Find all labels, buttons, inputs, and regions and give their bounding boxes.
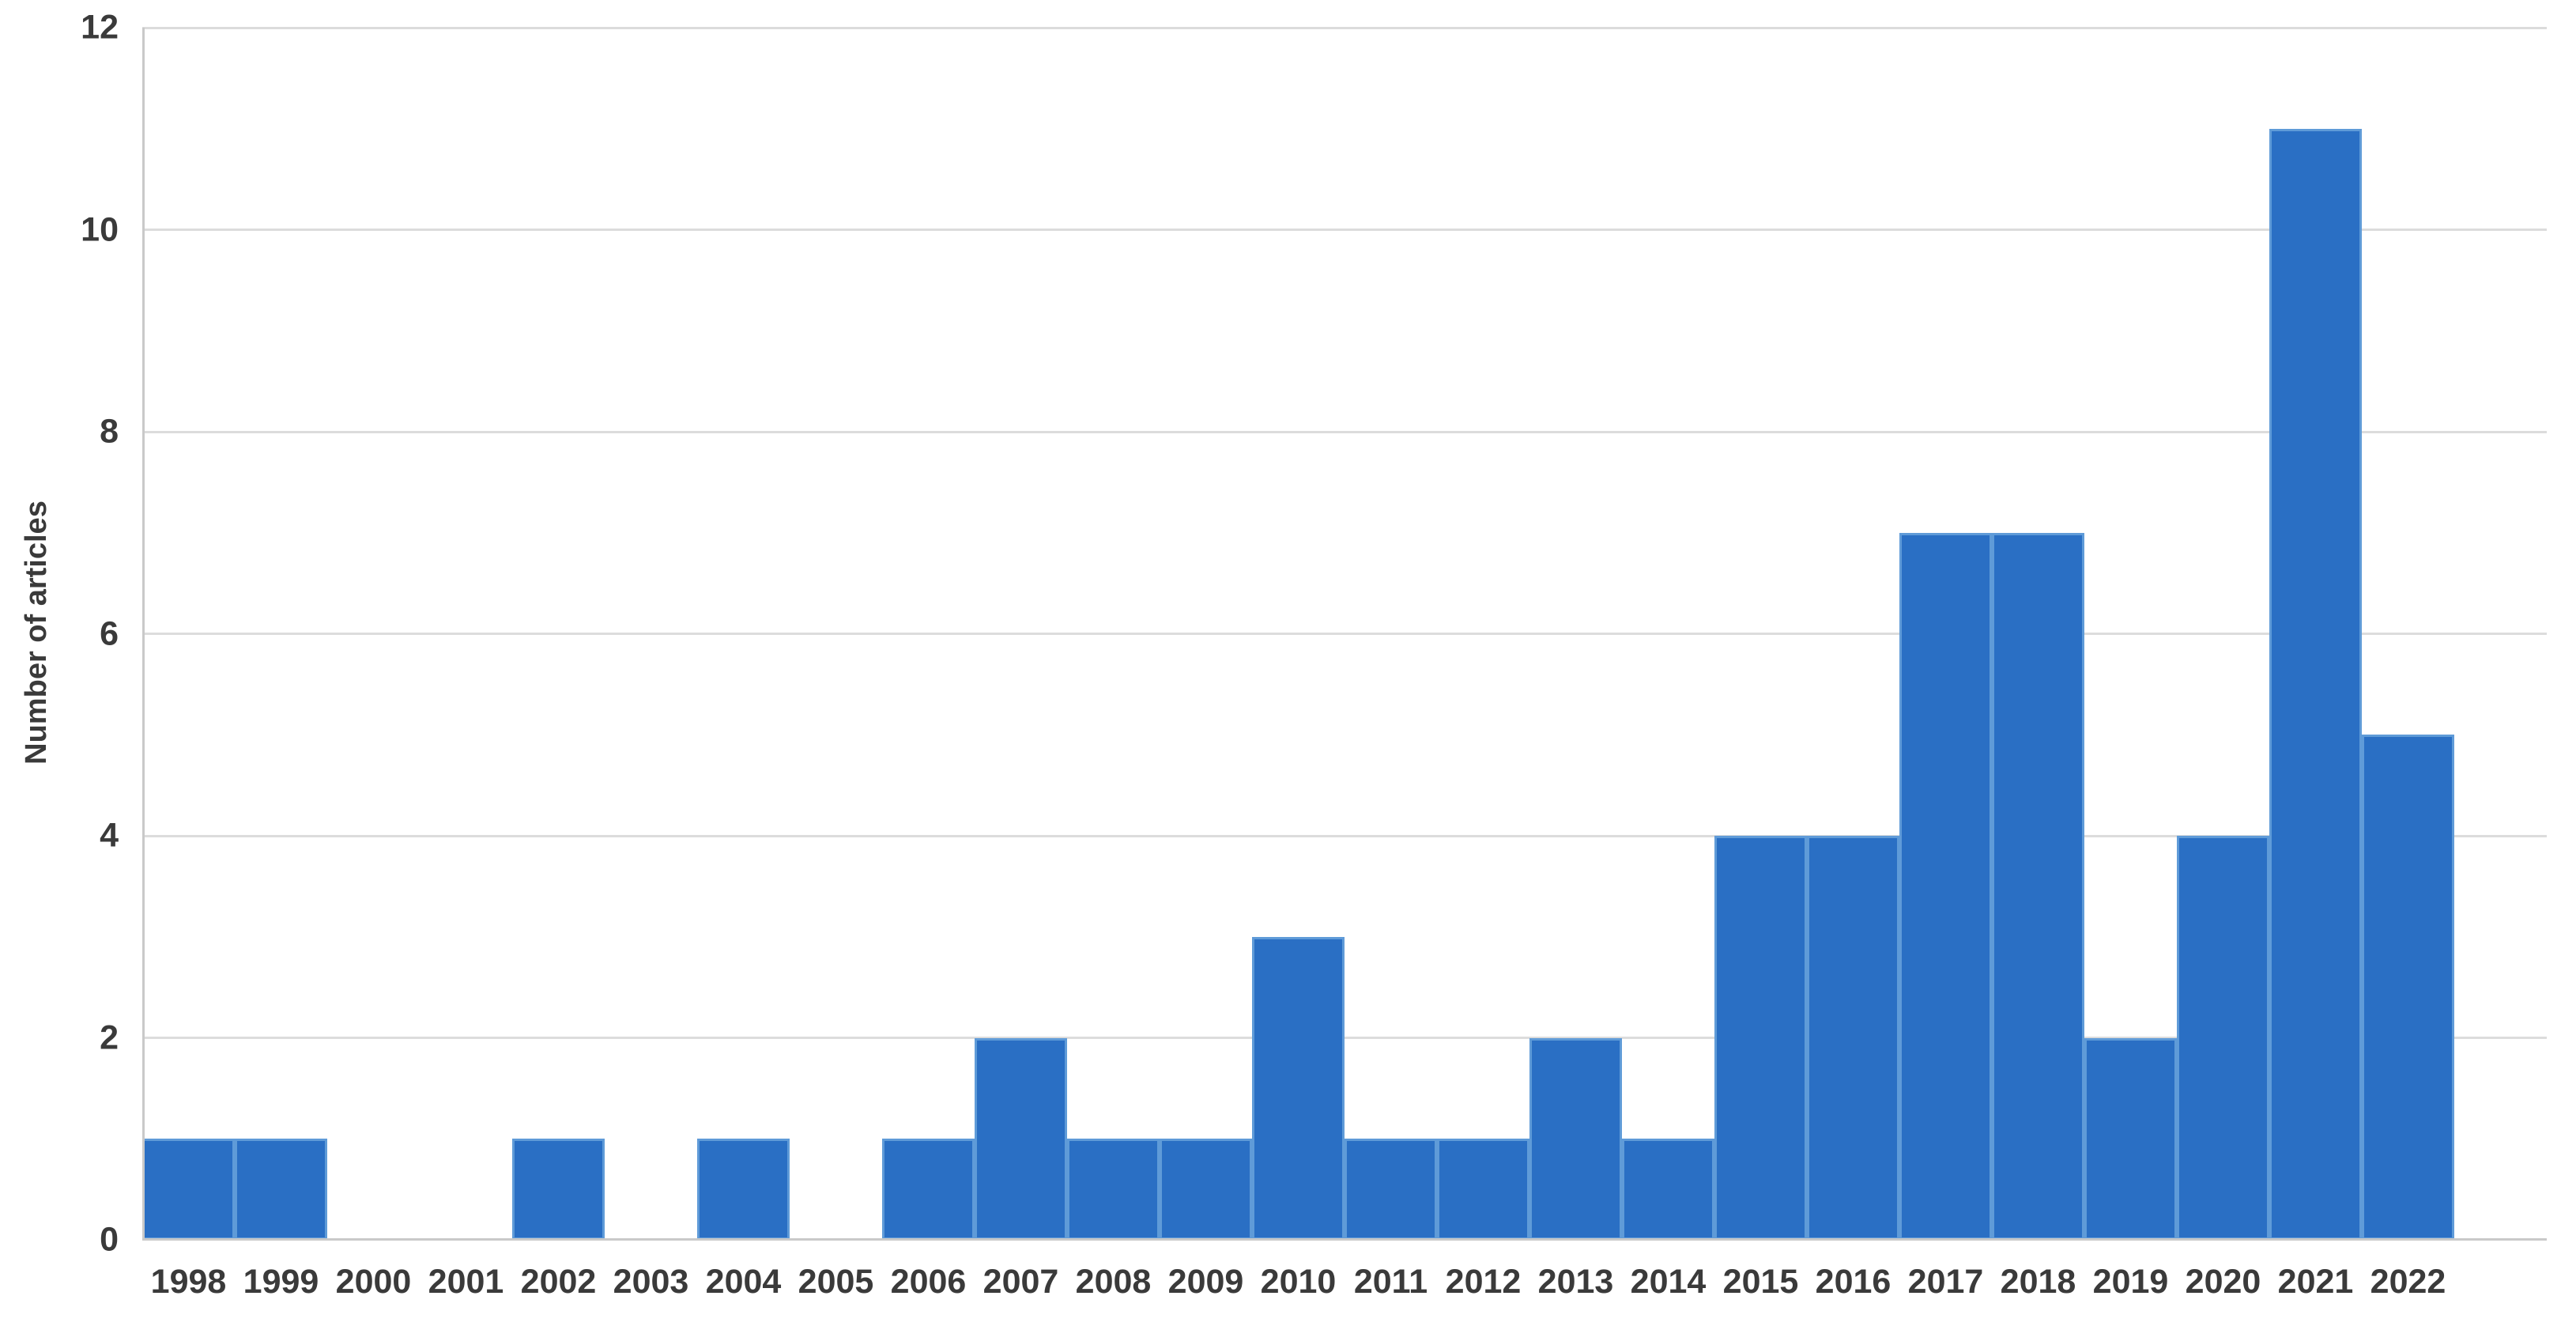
y-tick-label-0: 0 (100, 1220, 119, 1259)
gridline-y-2 (142, 1037, 2547, 1039)
bar-2002 (512, 1139, 605, 1240)
x-tick-label-2014: 2014 (1630, 1263, 1707, 1301)
bar-2011 (1345, 1139, 1437, 1240)
bar-2017 (1899, 532, 1992, 1240)
x-tick-label-2016: 2016 (1815, 1263, 1891, 1301)
y-tick-label-12: 12 (81, 8, 119, 47)
bar-1999 (235, 1139, 327, 1240)
bar-2022 (2362, 735, 2454, 1240)
y-axis-line (142, 28, 145, 1240)
y-tick-label-6: 6 (100, 614, 119, 652)
gridline-y-6 (142, 633, 2547, 635)
x-tick-label-2010: 2010 (1260, 1263, 1337, 1301)
bar-2018 (1992, 532, 2084, 1240)
bar-2014 (1622, 1139, 1714, 1240)
bar-2013 (1529, 1037, 1622, 1240)
x-tick-label-2000: 2000 (335, 1263, 412, 1301)
gridline-y-12 (142, 26, 2547, 29)
bar-2010 (1252, 936, 1345, 1240)
x-tick-label-2004: 2004 (705, 1263, 782, 1301)
bar-2007 (975, 1037, 1067, 1240)
x-tick-label-1999: 1999 (243, 1263, 319, 1301)
x-tick-label-2017: 2017 (1907, 1263, 1984, 1301)
bar-2016 (1807, 836, 1899, 1240)
gridline-y-8 (142, 430, 2547, 433)
bar-2020 (2177, 836, 2269, 1240)
x-tick-label-2019: 2019 (2092, 1263, 2169, 1301)
gridline-y-4 (142, 834, 2547, 837)
bar-2008 (1067, 1139, 1160, 1240)
x-tick-label-2022: 2022 (2370, 1263, 2446, 1301)
x-tick-label-2008: 2008 (1075, 1263, 1152, 1301)
x-tick-label-1998: 1998 (150, 1263, 227, 1301)
x-tick-label-2009: 2009 (1167, 1263, 1244, 1301)
gridline-y-10 (142, 229, 2547, 231)
bar-2019 (2084, 1037, 2177, 1240)
y-tick-label-8: 8 (100, 412, 119, 451)
y-tick-label-4: 4 (100, 816, 119, 855)
bar-2021 (2269, 128, 2362, 1240)
bar-2006 (882, 1139, 975, 1240)
bar-2009 (1160, 1139, 1252, 1240)
x-tick-label-2015: 2015 (1722, 1263, 1799, 1301)
x-tick-label-2011: 2011 (1353, 1263, 1428, 1301)
plot-area (142, 26, 2547, 1241)
x-tick-label-2006: 2006 (890, 1263, 967, 1301)
bar-1998 (142, 1139, 235, 1240)
x-tick-label-2002: 2002 (520, 1263, 597, 1301)
x-tick-label-2021: 2021 (2277, 1263, 2354, 1301)
bar-2004 (697, 1139, 790, 1240)
x-tick-label-2020: 2020 (2185, 1263, 2261, 1301)
bar-2015 (1714, 836, 1807, 1240)
x-tick-label-2018: 2018 (2000, 1263, 2076, 1301)
bar-2012 (1437, 1139, 1529, 1240)
y-tick-label-2: 2 (100, 1018, 119, 1056)
x-tick-label-2003: 2003 (613, 1263, 689, 1301)
x-tick-label-2001: 2001 (428, 1263, 504, 1301)
x-tick-label-2007: 2007 (983, 1263, 1059, 1301)
x-tick-label-2013: 2013 (1537, 1263, 1614, 1301)
y-tick-label-10: 10 (81, 210, 119, 248)
x-axis-line (142, 1238, 2547, 1241)
x-tick-label-2012: 2012 (1445, 1263, 1522, 1301)
x-tick-label-2005: 2005 (798, 1263, 874, 1301)
